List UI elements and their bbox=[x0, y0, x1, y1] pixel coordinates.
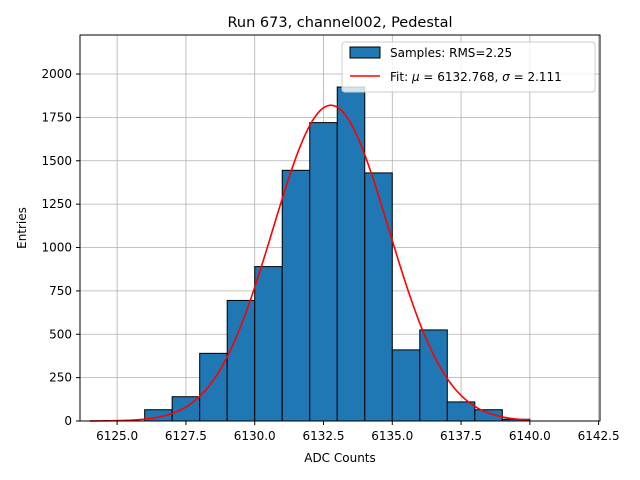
histogram-bar bbox=[254, 266, 283, 422]
legend-box bbox=[341, 41, 596, 93]
y-axis-ticks: 0 250 500 750 1000 1250 1500 1750 2000 bbox=[41, 67, 80, 428]
legend-label-fit: Fit: μ = 6132.768, σ = 2.111 bbox=[390, 70, 562, 84]
legend-swatch-samples bbox=[349, 46, 381, 59]
histogram-bar bbox=[419, 329, 448, 422]
histogram-bar bbox=[364, 172, 393, 422]
x-tick-label: 6130.0 bbox=[234, 429, 276, 443]
x-tick-label: 6125.0 bbox=[96, 429, 138, 443]
x-tick-label: 6127.5 bbox=[165, 429, 207, 443]
legend-label-samples: Samples: RMS=2.25 bbox=[390, 46, 512, 60]
y-tick-label: 0 bbox=[64, 414, 72, 428]
x-axis-label: ADC Counts bbox=[304, 451, 376, 465]
histogram-bar bbox=[281, 169, 311, 422]
y-tick-label: 1250 bbox=[41, 197, 72, 211]
histogram-bar bbox=[446, 401, 476, 422]
x-tick-label: 6137.5 bbox=[440, 429, 482, 443]
x-tick-label: 6142.5 bbox=[578, 429, 620, 443]
y-tick-label: 500 bbox=[49, 327, 72, 341]
x-tick-label: 6140.0 bbox=[509, 429, 551, 443]
x-axis-ticks: 6125.0 6127.5 6130.0 6132.5 6135.0 6137.5 6140… bbox=[96, 421, 620, 443]
fit-curve bbox=[89, 104, 530, 422]
y-axis-label: Entries bbox=[15, 207, 29, 249]
y-tick-label: 750 bbox=[49, 284, 72, 298]
histogram-bars bbox=[144, 86, 531, 422]
histogram-bar bbox=[336, 86, 366, 422]
plot-frame bbox=[79, 34, 601, 422]
x-tick-label: 6132.5 bbox=[302, 429, 344, 443]
y-tick-label: 1000 bbox=[41, 241, 72, 255]
y-tick-label: 1500 bbox=[41, 154, 72, 168]
y-tick-label: 250 bbox=[49, 371, 72, 385]
histogram-bar bbox=[309, 122, 338, 422]
histogram-bar bbox=[226, 299, 256, 422]
legend: Samples: RMS=2.25 Fit: μ = 6132.768, σ =… bbox=[341, 41, 596, 93]
y-tick-label: 1750 bbox=[41, 110, 72, 124]
chart-title: Run 673, channel002, Pedestal bbox=[227, 15, 452, 31]
x-tick-label: 6135.0 bbox=[371, 429, 413, 443]
histogram-bar bbox=[391, 349, 421, 422]
y-tick-label: 2000 bbox=[41, 67, 72, 81]
